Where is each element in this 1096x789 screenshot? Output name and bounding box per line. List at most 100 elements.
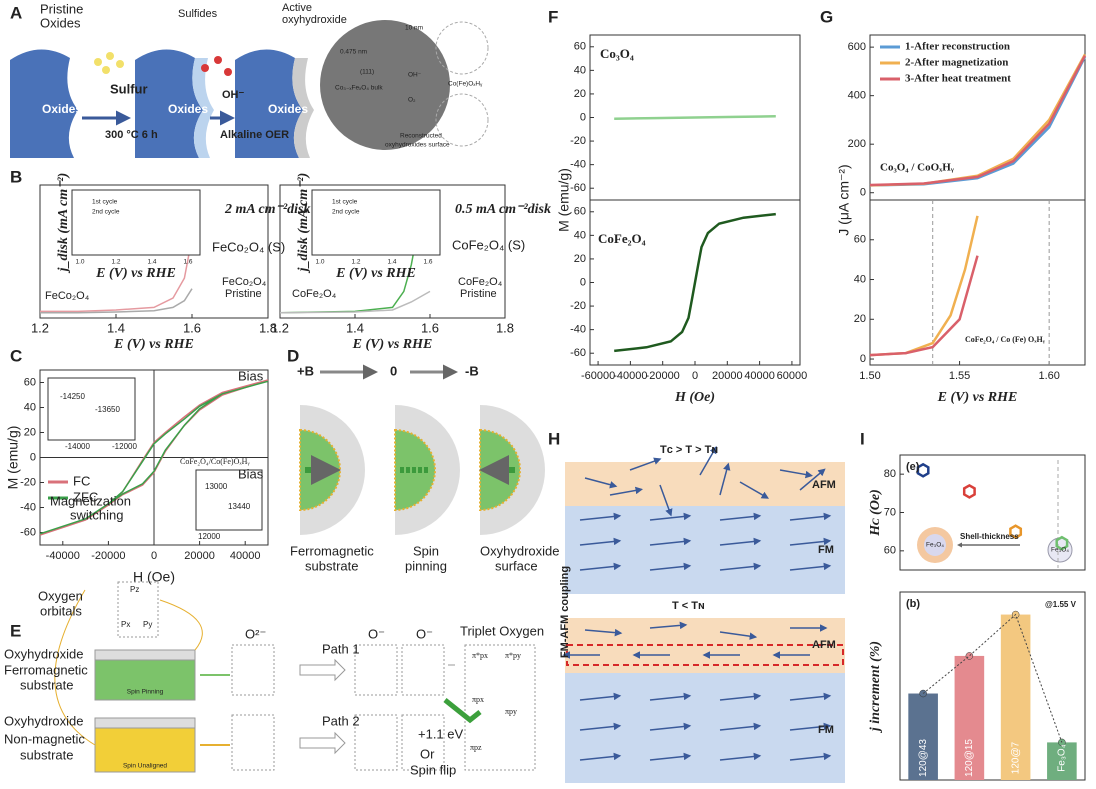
x-tick-label: 1.50 — [859, 370, 880, 382]
bar-label: 120@15 — [964, 739, 975, 777]
plot-frame — [39, 184, 269, 319]
panel-a-art — [10, 20, 489, 158]
y-tick-label: -20 — [570, 300, 586, 312]
label: Shell-thickness — [960, 532, 1019, 541]
label: CoFe₂O₄/Co(Fe)OₓHᵧ — [180, 457, 250, 466]
label: Fe₃O₄ — [926, 542, 944, 549]
x-tick-label: -40000 — [613, 370, 647, 382]
label: switching — [70, 507, 123, 522]
spin-arrow — [719, 722, 762, 731]
label: Fe₃O₄ — [1051, 547, 1069, 554]
label: 10 nm — [405, 25, 423, 32]
y-axis-label: J (μA cm⁻²) — [836, 164, 852, 235]
label: 0.475 nm — [340, 49, 367, 56]
spin-arrow — [779, 469, 813, 479]
label: Alkaline OER — [220, 129, 289, 141]
y-tick-label: 60 — [24, 376, 36, 388]
label: T < Tɴ — [672, 600, 705, 612]
label: FM — [818, 544, 834, 556]
label: Spin Pinning — [127, 689, 164, 696]
label: Non-magnetic — [4, 731, 85, 746]
spin-arrow — [789, 752, 832, 761]
x-tick-label: 1.60 — [1038, 370, 1059, 382]
x-tick-label: 1.4 — [346, 320, 364, 335]
label: Sulfur — [110, 81, 148, 96]
label: 1.6 — [183, 259, 192, 266]
label: CoFe₂O₄ / Co (Fe) OₓHᵧ — [965, 335, 1046, 344]
spin-arrow — [649, 621, 688, 630]
label: OH⁻ — [408, 72, 422, 79]
label: Pristine — [225, 288, 262, 300]
x-tick-label: -20000 — [91, 550, 125, 562]
label: Oxyhydroxide — [4, 646, 83, 661]
label: -B — [465, 363, 479, 378]
y-tick-label: 60 — [884, 545, 896, 557]
label: Oxides — [42, 102, 82, 116]
label: @1.55 V — [1045, 600, 1077, 609]
legend-label: ZFC — [73, 489, 98, 504]
y-axis-label: M (emu/g) — [5, 426, 21, 490]
label: substrate — [305, 558, 358, 573]
x-tick-label: 0 — [151, 550, 157, 562]
y-tick-label: 20 — [574, 253, 586, 265]
legend-label: 3-After heat treatment — [905, 73, 1011, 85]
label: Path 2 — [322, 713, 360, 728]
label: oxyhydroxide — [282, 14, 347, 26]
label: Pz — [130, 585, 139, 594]
spin-arrow — [579, 752, 622, 761]
x-tick-label: 0 — [692, 370, 698, 382]
spin-arrow — [719, 512, 762, 521]
y-tick-label: 40 — [854, 273, 866, 285]
label: pinning — [405, 558, 447, 573]
spin-arrow — [609, 486, 643, 496]
spin-arrow — [584, 628, 623, 637]
inset-frame — [311, 189, 441, 256]
y-tick-label: -60 — [20, 526, 36, 538]
plot-frame — [869, 199, 1086, 366]
spin-arrow — [719, 562, 762, 571]
x-tick-label: 60000 — [777, 370, 808, 382]
y-tick-label: 20 — [24, 426, 36, 438]
panel-h-art — [562, 445, 845, 783]
spin-arrow — [719, 537, 762, 546]
y-tick-label: 400 — [848, 90, 866, 102]
label: CoFe₂O₄ — [292, 288, 337, 300]
spin-arrow — [579, 512, 622, 521]
y-axis-label: M (emu/g) — [556, 168, 572, 232]
y-tick-label: 200 — [848, 138, 866, 150]
spin-arrow — [719, 692, 762, 701]
inset-frame — [71, 189, 201, 256]
label: H — [548, 429, 560, 448]
bar — [1047, 742, 1077, 780]
y-tick-label: 0 — [860, 353, 866, 365]
label: G — [820, 7, 833, 26]
y-axis-label: Hᴄ (Oe) — [868, 489, 883, 537]
label: F — [548, 7, 558, 26]
label: B — [10, 167, 22, 186]
label: (e) — [906, 461, 920, 473]
spin-arrow — [649, 692, 692, 701]
label: 2nd cycle — [332, 209, 360, 216]
label: surface — [495, 558, 538, 573]
label: j_disk (mA cm⁻²) — [56, 173, 71, 274]
label: CoFe₂O₄ — [598, 231, 646, 246]
x-tick-label: 1.6 — [183, 320, 201, 335]
spin-arrow — [649, 752, 692, 761]
label: Co(Fe)OₓHᵧ — [448, 81, 483, 88]
x-axis-label: H (Oe) — [674, 390, 715, 405]
label: 300 °C 6 h — [105, 129, 158, 141]
bar-label: 120@7 — [1010, 741, 1021, 774]
label: D — [287, 346, 299, 365]
series-line — [40, 288, 193, 314]
hexagon-point — [916, 462, 930, 478]
label: π*px — [472, 651, 488, 660]
spin-arrow — [659, 484, 673, 517]
series-line — [279, 290, 431, 314]
label: FM — [818, 724, 834, 736]
label: πpy — [505, 707, 517, 716]
spin-arrow — [649, 512, 692, 521]
label: 1.4 — [147, 259, 156, 266]
y-tick-label: 600 — [848, 41, 866, 53]
plot-frame — [279, 184, 506, 319]
y-axis-label: j increment (%) — [868, 641, 883, 733]
